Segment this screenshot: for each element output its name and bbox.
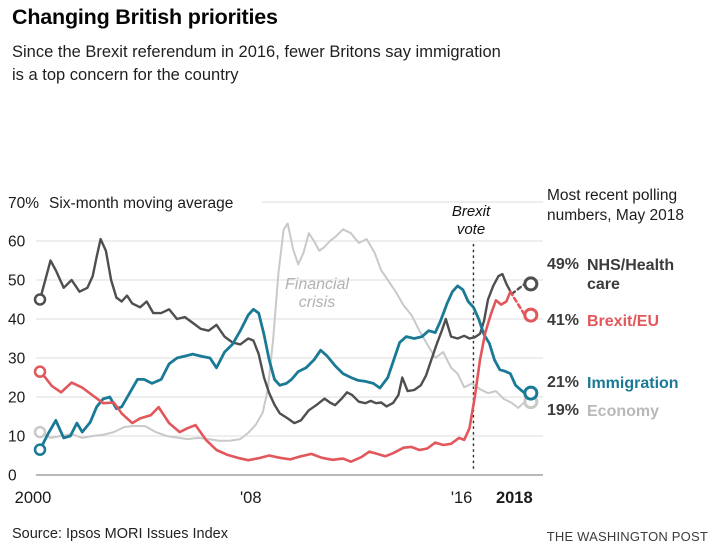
- legend-item-nhs: 49% NHS/Health care: [547, 256, 720, 294]
- grid-layer: [36, 201, 543, 476]
- legend-value-brexit-eu: 41%: [547, 312, 580, 329]
- start-marker-nhs-health-care: [33, 293, 47, 306]
- y-tick-50: 50: [8, 273, 26, 290]
- series-line-brexit-eu: [38, 290, 512, 463]
- legend-value-economy: 19%: [547, 402, 580, 419]
- start-marker-brexit-eu: [33, 365, 47, 378]
- axis-note: Six-month moving average: [49, 195, 233, 212]
- legend-label-immigration: Immigration: [587, 375, 679, 392]
- y-tick-0: 0: [8, 468, 17, 485]
- legend-label-nhs: NHS/Health care: [587, 257, 675, 293]
- end-marker-brexit-eu: [523, 307, 539, 323]
- series-line-immigration: [38, 284, 527, 451]
- x-tick-08: '08: [240, 489, 262, 507]
- series-layer: [33, 222, 539, 463]
- legend-header: Most recent polling numbers, May 2018: [547, 187, 684, 224]
- publisher-credit: THE WASHINGTON POST: [546, 529, 708, 544]
- legend-value-immigration: 21%: [547, 374, 580, 391]
- legend-item-immigration: 21% Immigration: [547, 374, 720, 393]
- series-line-nhs-health-care: [38, 237, 513, 425]
- legend-label-brexit-eu: Brexit/EU: [587, 313, 660, 330]
- y-axis-top-label: 70%: [8, 195, 39, 212]
- annotation-brexit-vote: Brexit vote: [451, 203, 491, 238]
- y-tick-10: 10: [8, 429, 26, 446]
- legend-value-nhs: 49%: [547, 256, 580, 273]
- y-tick-30: 30: [8, 351, 26, 368]
- page-subtitle: Since the Brexit referendum in 2016, few…: [12, 43, 501, 84]
- legend-item-brexit-eu: 41% Brexit/EU: [547, 312, 720, 331]
- x-tick-2000: 2000: [15, 489, 52, 507]
- y-tick-20: 20: [8, 390, 26, 407]
- start-marker-economy: [33, 425, 47, 439]
- x-tick-2018: 2018: [496, 489, 533, 507]
- series-line-brexit-eu: [509, 290, 527, 317]
- legend-item-economy: 19% Economy: [547, 402, 720, 421]
- source-note: Source: Ipsos MORI Issues Index: [12, 526, 228, 542]
- y-tick-60: 60: [8, 234, 26, 251]
- axis-layer: 70% Six-month moving average 0 10 20 30 40 50…: [8, 195, 533, 507]
- annotation-financial-crisis: Financial crisis: [284, 276, 350, 311]
- series-line-economy: [39, 222, 526, 442]
- start-marker-immigration: [33, 443, 47, 456]
- legend-label-economy: Economy: [587, 403, 660, 420]
- page-title: Changing British priorities: [12, 5, 278, 29]
- end-marker-nhs-health-care: [523, 276, 539, 292]
- x-tick-16: '16: [451, 489, 473, 507]
- series-line-nhs-health-care: [510, 282, 526, 296]
- y-tick-40: 40: [8, 312, 26, 329]
- end-marker-immigration: [523, 385, 539, 401]
